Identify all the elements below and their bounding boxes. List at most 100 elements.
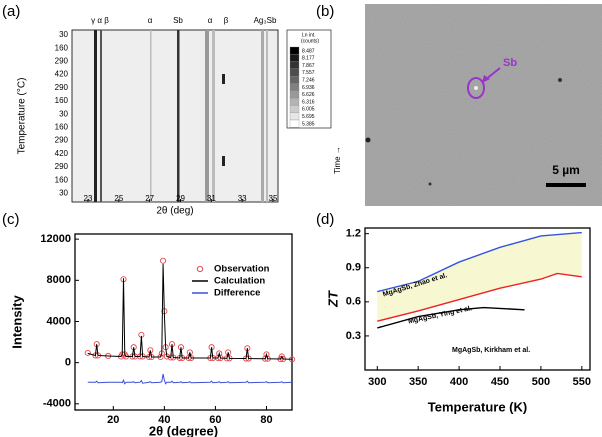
x-tick-label: 450: [491, 376, 509, 388]
x-tick-label: 40: [158, 414, 170, 426]
panel-label: (c): [2, 211, 20, 228]
x-axis-label: Temperature (K): [428, 399, 527, 414]
series-line: [377, 272, 582, 322]
y-tick-label: 160: [55, 43, 69, 52]
series-line: [87, 263, 293, 360]
x-tick-label: 60: [209, 414, 221, 426]
y-tick-label: -4000: [43, 398, 71, 410]
peak-label: α: [148, 16, 153, 25]
y-tick-label: 420: [55, 149, 69, 158]
y-tick-label: 0.9: [346, 262, 361, 274]
colorbar-swatch: [289, 76, 300, 84]
streak: [261, 30, 264, 202]
streak: [212, 30, 215, 202]
colorbar-swatch: [289, 97, 300, 106]
y-tick-label: 0: [65, 357, 71, 369]
y-tick-label: 8000: [47, 274, 71, 286]
streak: [150, 30, 152, 202]
colorbar-value: 7.557: [302, 70, 315, 76]
x-tick-label: 25: [114, 194, 123, 203]
x-tick-label: 550: [573, 376, 591, 388]
data-point: [186, 349, 193, 356]
streak: [100, 30, 102, 202]
colorbar-swatch: [289, 83, 300, 91]
pore: [558, 78, 562, 82]
colorbar-swatch: [289, 119, 300, 128]
x-axis-label: 2θ (degree): [149, 423, 218, 437]
y-tick-label: 290: [55, 136, 69, 145]
colorbar-value: 6.936: [302, 85, 315, 91]
data-point: [225, 349, 232, 356]
colorbar-swatch: [289, 61, 300, 70]
x-tick-label: 300: [368, 376, 386, 388]
x-tick-label: 500: [532, 376, 550, 388]
marker-label: Sb: [503, 57, 517, 69]
y-tick-label: 1.2: [346, 228, 361, 240]
y-axis-label: Intensity: [9, 295, 24, 349]
x-tick-label: 350: [409, 376, 427, 388]
plot-frame: [364, 227, 591, 371]
legend-label: Calculation: [214, 276, 265, 287]
data-point: [84, 349, 91, 356]
series-annotation: MgAgSb, Kirkham et al.: [452, 347, 530, 354]
y-tick-label: 160: [55, 96, 69, 105]
chart: 300 350 400 450 500 550 0.3 0.6 0.9 1.2 Temperatur…: [325, 227, 591, 414]
colorbar-value: 8.487: [302, 48, 315, 54]
y-tick-label: 290: [55, 162, 69, 171]
colorbar-value: 5.695: [302, 114, 315, 120]
y-tick-label: 290: [55, 83, 69, 92]
y-axis-label: Temperature (°C): [17, 78, 28, 155]
arrow-head: [482, 75, 490, 83]
fill-band: [377, 232, 582, 322]
x-tick-label: 23: [84, 194, 93, 203]
colorbar-swatch: [289, 90, 300, 99]
peak-label: β: [224, 16, 229, 25]
colorbar-value: 7.867: [302, 63, 315, 69]
colorbar-value: 6.626: [302, 92, 315, 98]
streak: [177, 30, 180, 202]
panel-label: (b): [316, 3, 334, 20]
highlight-ring: [467, 77, 485, 99]
peak-label: α: [208, 16, 213, 25]
panel-label: (d): [316, 211, 334, 228]
x-tick-label: 80: [260, 414, 272, 426]
colorbar-title: (counts): [301, 38, 319, 44]
streak: [222, 156, 225, 166]
peak-label: Ag₃Sb: [254, 16, 277, 25]
x-tick-label: 31: [207, 194, 216, 203]
micrograph-texture: [365, 4, 602, 206]
y-axis-label: ZT: [325, 290, 340, 308]
y-tick-label: 30: [59, 109, 68, 118]
y-tick-label: 30: [59, 30, 68, 39]
colorbar-title: Ln int.: [302, 32, 316, 38]
plot-frame: [74, 233, 293, 411]
colorbar-value: 6.316: [302, 99, 315, 105]
y-tick-label: 0.3: [346, 330, 361, 342]
panel-b: Sb 5 µm: [365, 4, 602, 206]
scale-label: 5 µm: [552, 163, 580, 177]
colorbar-swatch: [289, 68, 300, 77]
x-tick-label: 20: [107, 414, 119, 426]
panel-a: Ln int. (counts) Time → Temperature (°C)…: [17, 16, 342, 217]
data-point: [263, 351, 270, 358]
colorbar-swatch: [289, 54, 300, 62]
series-line: [377, 306, 525, 329]
y-tick-label: 4000: [47, 315, 71, 327]
legend-label: Observation: [214, 264, 270, 275]
x-tick-label: 27: [145, 194, 154, 203]
series-line: [87, 373, 293, 385]
x-axis-label: 2θ (deg): [156, 206, 193, 217]
y-tick-label: 12000: [40, 233, 71, 245]
scale-bar: [546, 183, 586, 187]
x-tick-label: 29: [176, 194, 185, 203]
x-tick-label: 35: [269, 194, 278, 203]
colorbar-swatch: [289, 105, 300, 113]
y-tick-label: 0.6: [346, 296, 361, 308]
heatmap: [71, 29, 279, 203]
colorbar-value: 7.246: [302, 78, 315, 84]
streak: [205, 30, 209, 202]
y-tick-label: 160: [55, 123, 69, 132]
pore: [428, 182, 432, 186]
chart: 20 40 60 80 -4000 0 4000 8000 12000 2θ (degree) In…: [9, 233, 296, 437]
particle: [474, 86, 478, 90]
